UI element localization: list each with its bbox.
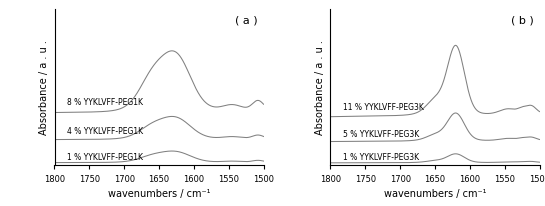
Text: 1 % YYKLVFF-PEG3K: 1 % YYKLVFF-PEG3K <box>343 152 419 161</box>
Text: 8 % YYKLVFF-PEG1K: 8 % YYKLVFF-PEG1K <box>67 98 143 107</box>
Text: 4 % YYKLVFF-PEG1K: 4 % YYKLVFF-PEG1K <box>67 127 143 136</box>
X-axis label: wavenumbers / cm⁻¹: wavenumbers / cm⁻¹ <box>384 188 486 198</box>
Y-axis label: Absorbance / a . u .: Absorbance / a . u . <box>315 40 325 135</box>
Text: ( b ): ( b ) <box>511 15 533 25</box>
Text: ( a ): ( a ) <box>235 15 257 25</box>
Text: 11 % YYKLVFF-PEG3K: 11 % YYKLVFF-PEG3K <box>343 103 424 112</box>
Y-axis label: Absorbance / a . u .: Absorbance / a . u . <box>39 40 49 135</box>
X-axis label: wavenumbers / cm⁻¹: wavenumbers / cm⁻¹ <box>108 188 210 198</box>
Text: 5 % YYKLVFF-PEG3K: 5 % YYKLVFF-PEG3K <box>343 129 419 138</box>
Text: 1 % YYKLVFF-PEG1K: 1 % YYKLVFF-PEG1K <box>67 152 143 161</box>
